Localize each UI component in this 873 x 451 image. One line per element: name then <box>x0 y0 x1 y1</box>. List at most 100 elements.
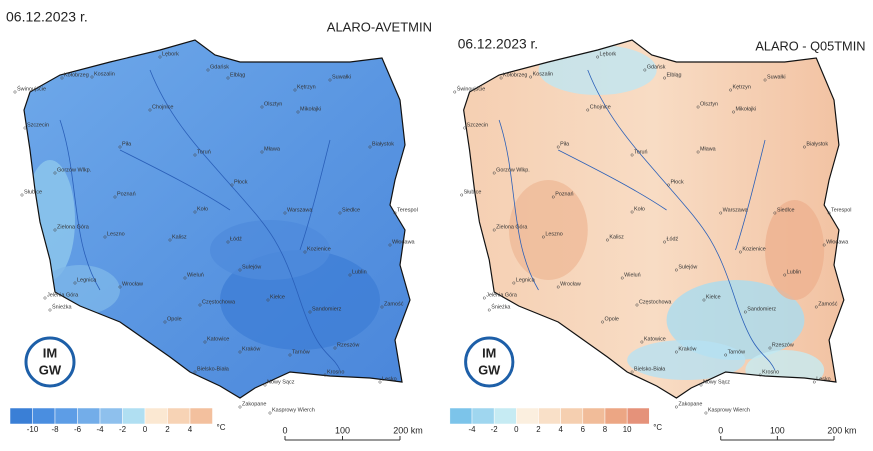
city-label: Włodawa <box>826 239 849 245</box>
city-label: Mława <box>700 146 717 152</box>
map-panel: Świnoujście Kołobrzeg Koszalin Lębork Gdańsk… <box>449 36 866 441</box>
legend-swatch <box>122 407 146 425</box>
legend-swatch <box>144 407 168 425</box>
city-label: Kasprowy Wierch <box>272 407 315 413</box>
city-dot <box>719 211 723 215</box>
city-label: Wieluń <box>624 272 640 278</box>
legend-swatch <box>471 407 495 425</box>
legend-tick: -4 <box>469 425 477 434</box>
city-label: Sandomierz <box>747 306 776 312</box>
city-label: Legnica <box>77 277 97 283</box>
city-label: Gdańsk <box>210 64 229 70</box>
city-label: Częstochowa <box>202 299 236 305</box>
city-label: Gdańsk <box>647 64 666 70</box>
city-dot <box>460 193 464 197</box>
city-dot <box>43 296 47 300</box>
city-label: Zielona Góra <box>496 224 528 230</box>
field-patch <box>745 350 825 390</box>
city-dot <box>586 108 590 112</box>
city-dot <box>393 211 397 215</box>
date: 06.12.2023 r. <box>458 36 538 52</box>
legend-tick: -8 <box>51 425 59 434</box>
legend-tick: 2 <box>165 425 170 434</box>
city-dot <box>674 405 678 409</box>
legend-swatch <box>54 407 78 425</box>
city-label: Rzeszów <box>337 342 359 348</box>
city-label: Płock <box>670 179 683 185</box>
city-dot <box>90 75 94 79</box>
city-label: Legnica <box>516 277 536 283</box>
map-title: ALARO - Q05TMIN <box>755 38 865 53</box>
legend-swatch <box>604 407 628 425</box>
river <box>587 69 776 371</box>
city-dot <box>118 145 122 149</box>
city-dot <box>529 75 533 79</box>
legend-tick: -2 <box>119 425 127 434</box>
city-label: Słubice <box>464 189 482 195</box>
logo-ring <box>464 336 515 388</box>
city-dot <box>260 105 264 109</box>
city-dot <box>20 193 24 197</box>
city-label: Toruń <box>197 149 211 155</box>
city-label: Suwałki <box>767 74 786 80</box>
city-dot <box>206 68 210 72</box>
city-label: Leszno <box>107 231 125 237</box>
city-label: Białystok <box>372 141 394 147</box>
scale-label: 200 km <box>827 425 856 435</box>
city-dot <box>482 296 486 300</box>
city-dot <box>296 110 300 114</box>
city-label: Kętrzyn <box>733 84 751 90</box>
city-label: Włodawa <box>392 239 416 245</box>
city-label: Częstochowa <box>639 299 672 305</box>
city-dot <box>268 411 272 415</box>
legend-tick: 6 <box>581 425 586 434</box>
city-dot <box>158 55 162 59</box>
field-patch <box>627 340 746 380</box>
city-dot <box>635 303 639 307</box>
city-label: Chojnice <box>590 104 611 110</box>
city-dot <box>663 240 667 244</box>
city-label: Kalisz <box>609 234 624 240</box>
city-dot <box>283 211 287 215</box>
city-label: Leszno <box>545 231 562 237</box>
city-dot <box>148 108 152 112</box>
legend-tick: -2 <box>491 425 499 434</box>
city-label: Sulejów <box>242 264 261 270</box>
river <box>735 139 766 251</box>
river <box>149 69 341 371</box>
legend-swatch <box>626 407 650 425</box>
city-dot <box>348 273 352 277</box>
city-label: Suwałki <box>332 74 351 80</box>
field-patch <box>538 45 657 95</box>
river <box>299 139 331 251</box>
legend-tick: -6 <box>74 425 82 434</box>
city-dot <box>674 350 678 354</box>
city-label: Kalisz <box>172 234 187 240</box>
city-dot <box>699 383 703 387</box>
city-label: Kozienice <box>742 246 765 252</box>
city-dot <box>226 76 230 80</box>
city-label: Nowy Sącz <box>703 379 730 385</box>
city-dot <box>368 145 372 149</box>
city-label: Bielsko-Biała <box>197 366 230 372</box>
city-dot <box>640 340 644 344</box>
city-label: Zamość <box>818 301 837 307</box>
city-dot <box>338 211 342 215</box>
city-label: Gorzów Wlkp. <box>496 167 530 173</box>
city-label: Mikołajki <box>300 106 321 112</box>
city-dot <box>601 320 604 324</box>
city-label: Świnoujście <box>17 84 46 92</box>
city-dot <box>60 76 64 80</box>
city-label: Kielce <box>270 294 285 300</box>
legend-tick: 0 <box>514 425 519 434</box>
city-label: Kraków <box>678 346 696 352</box>
scale-label: 0 <box>282 425 287 435</box>
city-label: Sulejów <box>678 264 697 270</box>
city-label: Poznań <box>555 191 573 197</box>
city-dot <box>266 298 270 302</box>
city-label: Olsztyn <box>264 101 282 107</box>
city-label: Opole <box>604 316 618 322</box>
city-label: Mikołajki <box>736 106 757 112</box>
city-dot <box>487 308 491 312</box>
logo-text: IM <box>43 345 57 360</box>
